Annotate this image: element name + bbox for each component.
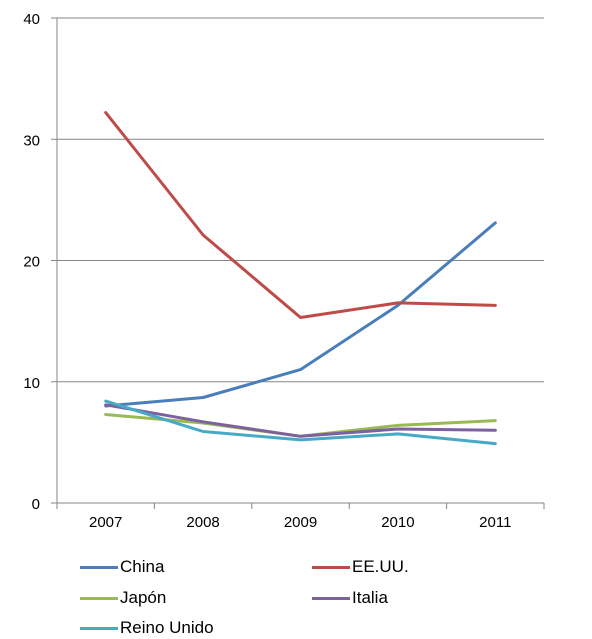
- y-tick-label: 0: [32, 496, 40, 513]
- x-tick-label: 2009: [284, 514, 317, 531]
- legend-label-japon: Japón: [120, 588, 167, 607]
- x-tick-label: 2010: [381, 514, 414, 531]
- legend-item-china: China: [80, 556, 164, 578]
- series-line-ee-uu: [104, 111, 497, 319]
- legend-swatch-china: [80, 565, 118, 569]
- legend-swatch-eeuu: [312, 565, 350, 569]
- legend-item-japon: Japón: [80, 587, 166, 609]
- series-line-reino-unido: [104, 399, 497, 446]
- x-tick-label: 2007: [89, 514, 122, 531]
- legend-swatch-japon: [80, 596, 118, 600]
- legend-label-eeuu: EE.UU.: [352, 557, 409, 576]
- legend-item-reino-unido: Reino Unido: [80, 617, 214, 639]
- x-tick-label: 2008: [186, 514, 219, 531]
- legend-label-china: China: [120, 557, 165, 576]
- legend-item-italia: Italia: [312, 587, 388, 609]
- x-tick-label: 2011: [479, 514, 511, 531]
- legend-swatch-reino-unido: [80, 626, 118, 630]
- legend-swatch-italia: [312, 596, 350, 600]
- y-tick-label: 10: [23, 375, 40, 392]
- legend-label-italia: Italia: [352, 588, 388, 607]
- y-tick-label: 30: [23, 132, 40, 149]
- y-tick-label: 20: [23, 254, 40, 271]
- y-tick-label: 40: [23, 11, 40, 28]
- legend-label-reino-unido: Reino Unido: [120, 618, 214, 637]
- chart-canvas: 0 10 20 30 40 2007 2008 2009 2010 2011: [23, 11, 545, 531]
- series-line-italia: [104, 403, 497, 438]
- legend-item-eeuu: EE.UU.: [312, 556, 409, 578]
- series-line-china: [104, 221, 497, 408]
